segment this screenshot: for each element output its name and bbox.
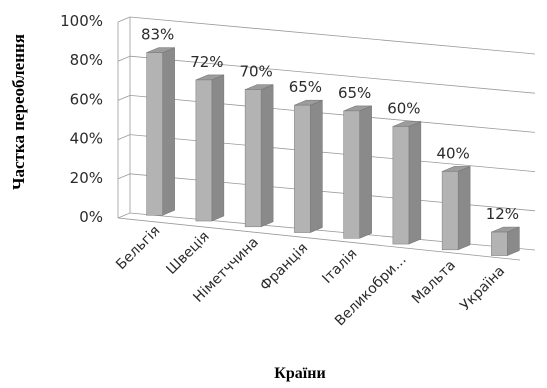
bar (343, 110, 360, 239)
bar (392, 126, 410, 245)
x-tick-label: Швеція (163, 229, 212, 278)
wall-tick (117, 55, 131, 62)
data-label: 40% (436, 144, 469, 162)
data-label: 12% (486, 205, 519, 223)
bar-side (260, 84, 274, 228)
data-label: 72% (190, 53, 223, 71)
bar-side (162, 47, 175, 216)
data-label: 60% (387, 99, 420, 117)
y-tick-label: 0% (79, 208, 103, 226)
bar (294, 104, 311, 233)
bar-side (359, 105, 372, 239)
bar-side (211, 74, 225, 222)
bar-side (408, 121, 422, 245)
x-tick-label: Італія (319, 246, 360, 287)
gridline (129, 16, 536, 55)
wall-tick (117, 173, 131, 180)
wall-tick (117, 95, 131, 101)
gridline (129, 95, 536, 133)
x-tick-label: Мальта (409, 257, 459, 307)
x-tick-label: Бельгія (113, 223, 163, 273)
x-tick-label: Україна (457, 263, 508, 314)
grid-layer (117, 16, 536, 261)
bar-side (310, 99, 323, 233)
y-axis-title: Частка переоблення (9, 34, 28, 190)
wall-tick (117, 212, 131, 219)
x-tick-label: Франція (257, 240, 311, 294)
y-tick-label: 60% (70, 90, 103, 108)
x-axis-title: Країни (274, 365, 325, 382)
y-tick-label: 20% (70, 169, 103, 187)
data-label: 65% (289, 78, 322, 96)
bar-side (457, 166, 471, 251)
bar (195, 79, 213, 222)
bars-layer (146, 47, 520, 256)
bar (441, 171, 459, 251)
data-label: 70% (239, 63, 272, 81)
wall-tick (117, 16, 131, 23)
data-label: 65% (338, 84, 371, 102)
gridline (129, 134, 536, 172)
y-tick-label: 40% (70, 130, 103, 148)
bar (146, 52, 163, 216)
gridline (129, 173, 536, 212)
wall-tick (117, 134, 131, 140)
gridline (129, 55, 536, 94)
floor-line (117, 217, 521, 261)
y-tick-label: 80% (70, 51, 103, 69)
bar (491, 231, 508, 256)
bar (244, 89, 262, 228)
data-label: 83% (141, 26, 174, 44)
y-tick-label: 100% (60, 12, 103, 30)
